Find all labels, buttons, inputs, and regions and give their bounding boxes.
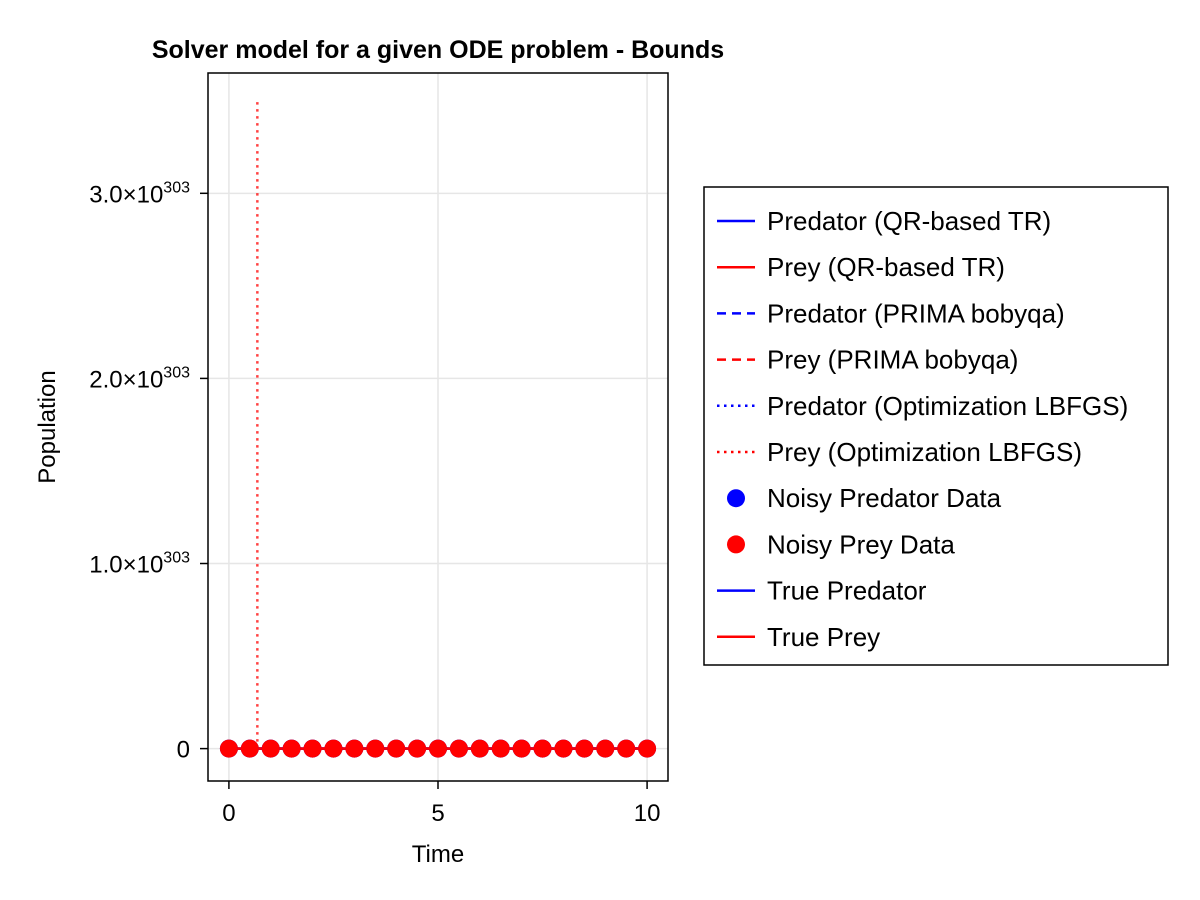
- data-point: [408, 739, 427, 758]
- chart-title: Solver model for a given ODE problem - B…: [152, 36, 724, 64]
- x-tick-label: 10: [634, 800, 661, 827]
- data-point: [240, 739, 259, 758]
- grid: [208, 73, 668, 781]
- legend-label: True Prey: [767, 622, 880, 652]
- legend-label: Predator (Optimization LBFGS): [767, 391, 1128, 421]
- legend-label: Prey (Optimization LBFGS): [767, 437, 1082, 467]
- y-tick-mantissa: 0: [177, 737, 190, 764]
- data-point: [449, 739, 468, 758]
- data-point: [575, 739, 594, 758]
- y-tick-label: 1.0×10303: [89, 550, 190, 579]
- data-point: [596, 739, 615, 758]
- data-point: [219, 739, 238, 758]
- y-tick-mantissa: 2.0×10: [89, 366, 163, 393]
- y-tick-mantissa: 3.0×10: [89, 181, 163, 208]
- data-point: [533, 739, 552, 758]
- plot-data: [219, 100, 657, 758]
- data-point: [387, 739, 406, 758]
- data-point: [366, 739, 385, 758]
- y-tick-label: 0: [177, 737, 190, 764]
- data-point: [429, 739, 447, 758]
- y-tick-exponent: 303: [163, 179, 190, 196]
- data-point: [512, 739, 531, 758]
- legend-label: Predator (QR-based TR): [767, 206, 1051, 236]
- data-point: [491, 739, 510, 758]
- legend-label: True Predator: [767, 576, 927, 606]
- y-tick-label: 3.0×10303: [89, 179, 190, 208]
- legend-label: Noisy Prey Data: [767, 529, 955, 559]
- y-tick-label: 2.0×10303: [89, 364, 190, 393]
- x-tick-label: 0: [222, 800, 235, 827]
- x-axis-label: Time: [412, 841, 464, 868]
- legend-label: Noisy Predator Data: [767, 483, 1002, 513]
- legend-box: [703, 186, 1169, 666]
- y-tick-exponent: 303: [163, 364, 190, 381]
- data-point: [470, 739, 489, 758]
- legend-label: Prey (QR-based TR): [767, 252, 1005, 282]
- y-tick-exponent: 303: [163, 550, 190, 567]
- legend-label: Predator (PRIMA bobyqa): [767, 298, 1065, 328]
- y-tick-mantissa: 1.0×10: [89, 552, 163, 579]
- x-tick-label: 5: [431, 800, 444, 827]
- legend-marker: [727, 535, 745, 554]
- data-point: [324, 739, 343, 758]
- data-point: [303, 739, 322, 758]
- data-point: [261, 739, 280, 758]
- legend: Predator (QR-based TR) Prey (QR-based TR)…: [703, 186, 1169, 666]
- data-point: [345, 739, 364, 758]
- data-point: [554, 739, 573, 758]
- data-point: [282, 739, 301, 758]
- legend-marker: [727, 489, 745, 508]
- data-point: [638, 739, 657, 758]
- y-axis-label: Population: [34, 370, 61, 483]
- legend-label: Prey (PRIMA bobyqa): [767, 345, 1018, 375]
- data-point: [617, 739, 636, 758]
